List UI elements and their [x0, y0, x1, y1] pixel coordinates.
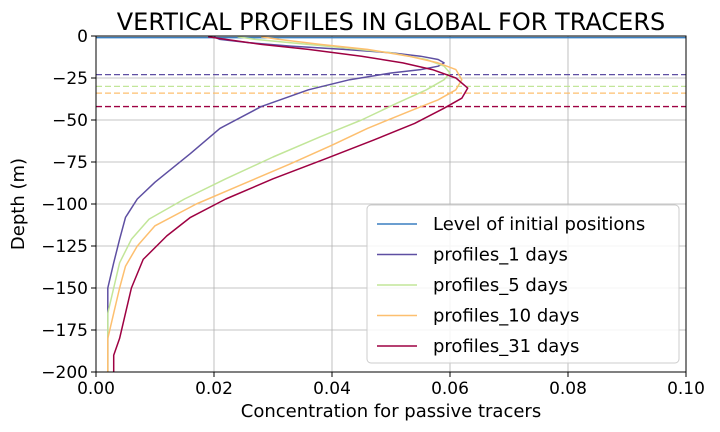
y-axis-ticks: 0 −25 −50 −75 −100 −125 −150 −175 −200 — [41, 27, 96, 383]
chart-title: VERTICAL PROFILES IN GLOBAL FOR TRACERS — [117, 8, 665, 36]
y-tick-label: 0 — [77, 27, 88, 47]
legend-label: profiles_10 days — [433, 306, 579, 327]
x-axis-label: Concentration for passive tracers — [241, 401, 541, 422]
x-tick-label: 0.00 — [77, 379, 115, 399]
legend-box — [366, 204, 680, 364]
legend-label: Level of initial positions — [433, 214, 645, 235]
legend-label: profiles_1 days — [433, 245, 568, 266]
x-axis-ticks: 0.00 0.02 0.04 0.06 0.08 0.10 — [77, 372, 705, 399]
x-tick-label: 0.04 — [313, 379, 351, 399]
y-tick-label: −25 — [52, 69, 88, 89]
series-line — [107, 36, 463, 372]
series-lines — [107, 36, 469, 372]
mean-depth-lines — [96, 36, 686, 108]
y-tick-label: −75 — [52, 153, 88, 173]
x-tick-label: 0.08 — [549, 379, 587, 399]
legend: Level of initial positions profiles_1 day… — [366, 204, 680, 364]
y-tick-label: −125 — [41, 237, 88, 257]
y-tick-label: −175 — [41, 321, 88, 341]
y-tick-label: −150 — [41, 279, 88, 299]
x-tick-label: 0.06 — [431, 379, 469, 399]
series-line — [112, 36, 469, 372]
legend-label: profiles_5 days — [433, 275, 568, 296]
y-tick-label: −100 — [41, 195, 88, 215]
y-axis-label: Depth (m) — [8, 158, 29, 250]
x-tick-label: 0.02 — [195, 379, 233, 399]
y-tick-label: −200 — [41, 363, 88, 383]
legend-label: profiles_31 days — [433, 336, 579, 357]
series-line — [107, 36, 445, 372]
x-tick-label: 0.10 — [667, 379, 705, 399]
y-tick-label: −50 — [52, 111, 88, 131]
